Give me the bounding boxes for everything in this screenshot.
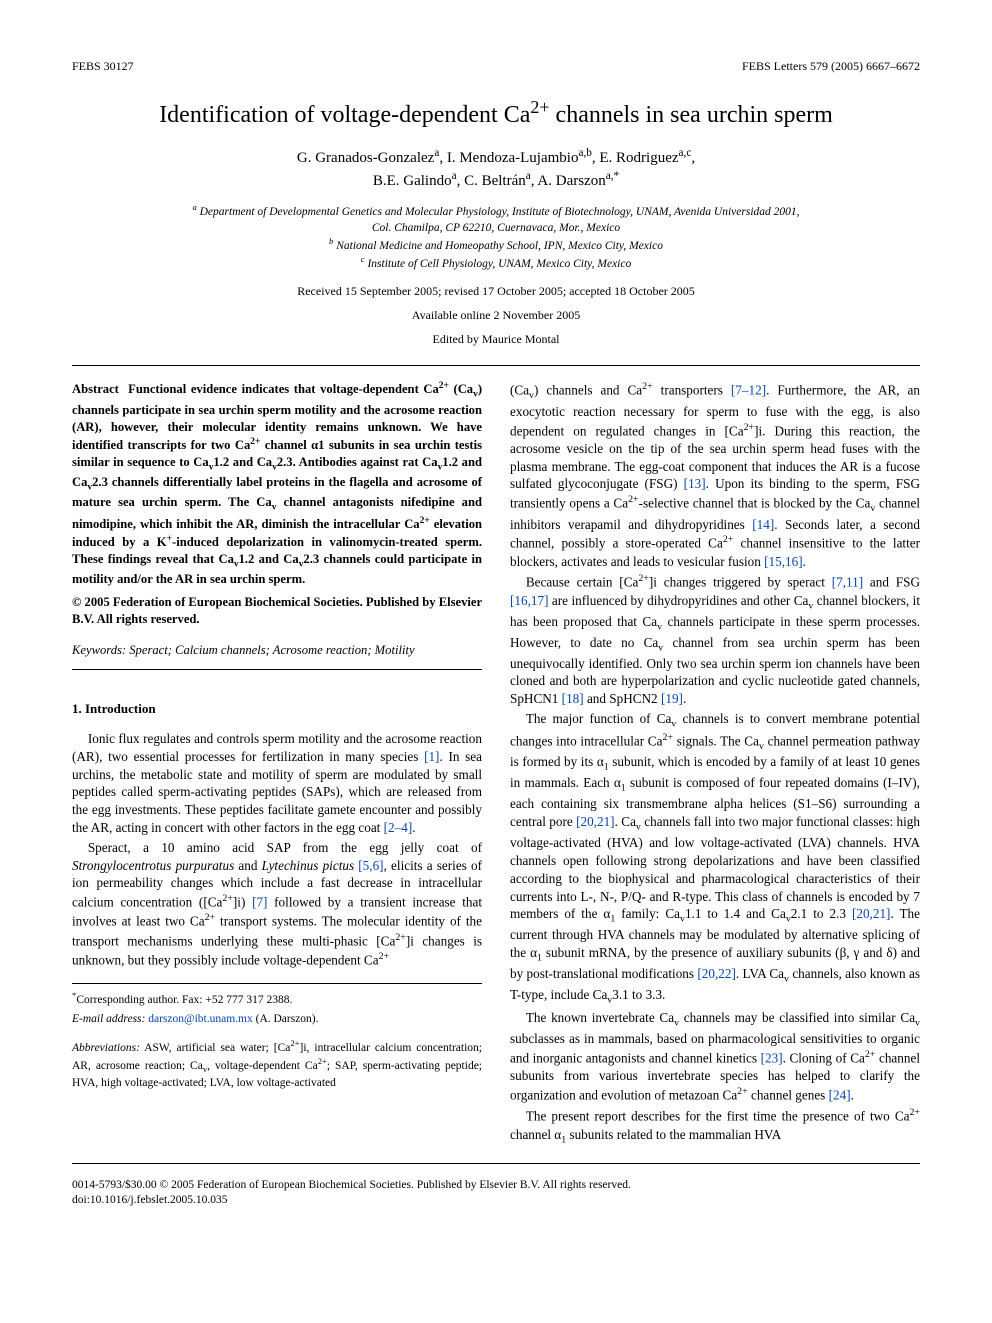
section-heading-intro: 1. Introduction [72, 700, 482, 718]
keywords: Keywords: Speract; Calcium channels; Acr… [72, 642, 482, 659]
body-columns: Abstract Functional evidence indicates t… [72, 380, 920, 1148]
header-left: FEBS 30127 [72, 58, 134, 74]
footnotes-block: *Corresponding author. Fax: +52 777 317 … [72, 983, 482, 1091]
abbreviations: Abbreviations: ASW, artificial sea water… [72, 1038, 482, 1092]
abstract-block: Abstract Functional evidence indicates t… [72, 380, 482, 628]
body-paragraph: The present report describes for the fir… [510, 1106, 920, 1146]
body-paragraph: Ionic flux regulates and controls sperm … [72, 730, 482, 837]
running-header: FEBS 30127 FEBS Letters 579 (2005) 6667–… [72, 58, 920, 74]
email-line: E-mail address: darszon@ibt.unam.mx (A. … [72, 1012, 482, 1028]
article-title: Identification of voltage-dependent Ca2+… [72, 96, 920, 130]
right-column: (Cav) channels and Ca2+ transporters [7–… [510, 380, 920, 1148]
abstract-body: Functional evidence indicates that volta… [72, 382, 482, 586]
body-paragraph: Because certain [Ca2+]i changes triggere… [510, 572, 920, 708]
footer-block: 0014-5793/$30.00 © 2005 Federation of Eu… [72, 1178, 920, 1209]
keywords-divider [72, 669, 482, 670]
edited-by: Edited by Maurice Montal [72, 331, 920, 347]
email-author-name: (A. Darszon). [256, 1013, 319, 1025]
abstract-label: Abstract [72, 382, 119, 396]
email-link[interactable]: darszon@ibt.unam.mx [148, 1013, 253, 1025]
abstract-text: Abstract Functional evidence indicates t… [72, 380, 482, 588]
body-paragraph: The major function of Cav channels is to… [510, 710, 920, 1007]
footer-doi: doi:10.1016/j.febslet.2005.10.035 [72, 1193, 920, 1209]
header-right: FEBS Letters 579 (2005) 6667–6672 [742, 58, 920, 74]
footer-divider [72, 1163, 920, 1164]
available-online: Available online 2 November 2005 [72, 307, 920, 323]
left-column: Abstract Functional evidence indicates t… [72, 380, 482, 1148]
body-paragraph: Speract, a 10 amino acid SAP from the eg… [72, 839, 482, 969]
corresponding-author: *Corresponding author. Fax: +52 777 317 … [72, 990, 482, 1008]
abstract-copyright: © 2005 Federation of European Biochemica… [72, 594, 482, 628]
divider [72, 365, 920, 366]
affiliations: a Department of Developmental Genetics a… [72, 202, 920, 273]
authors: G. Granados-Gonzaleza, I. Mendoza-Lujamb… [72, 146, 920, 192]
body-paragraph: (Cav) channels and Ca2+ transporters [7–… [510, 380, 920, 570]
footer-copyright: 0014-5793/$30.00 © 2005 Federation of Eu… [72, 1178, 920, 1194]
body-paragraph: The known invertebrate Cav channels may … [510, 1009, 920, 1104]
email-label: E-mail address: [72, 1013, 145, 1025]
dates-line: Received 15 September 2005; revised 17 O… [72, 283, 920, 299]
